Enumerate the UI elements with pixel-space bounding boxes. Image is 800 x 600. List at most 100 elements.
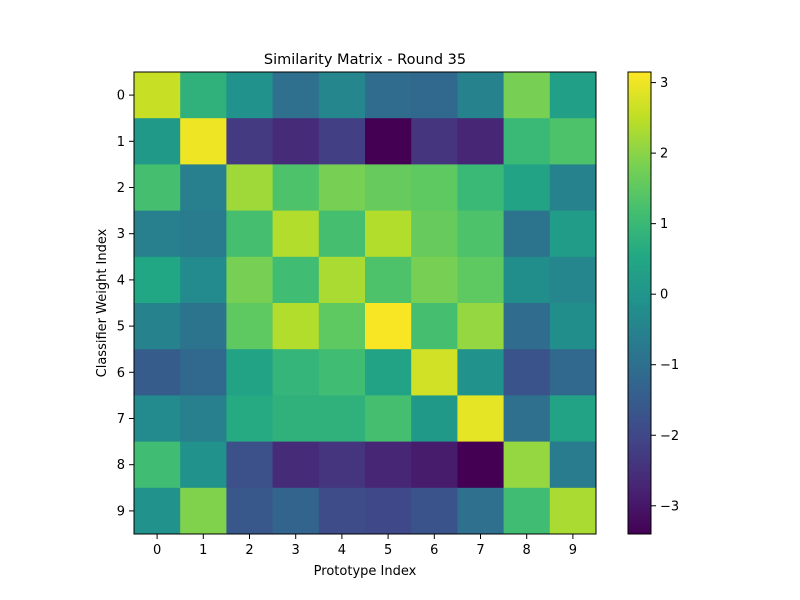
heatmap-cell-r7-c2 — [226, 395, 273, 442]
y-tick-label: 7 — [117, 412, 125, 427]
colorbar-tick-label: −2 — [660, 429, 679, 444]
heatmap-cell-r2-c1 — [180, 164, 227, 211]
x-tick-label: 2 — [245, 543, 253, 558]
colorbar-tick-label: 0 — [660, 288, 668, 303]
plot-frame — [133, 71, 597, 535]
heatmap-cell-r1-c5 — [365, 118, 412, 165]
heatmap-cell-r9-c1 — [180, 487, 227, 535]
heatmap-cell-r6-c1 — [180, 349, 227, 396]
heatmap-cell-r3-c2 — [226, 210, 273, 258]
heatmap-cell-r6-c5 — [365, 349, 412, 396]
heatmap-cell-r7-c4 — [318, 395, 366, 442]
heatmap-cell-r1-c0 — [134, 118, 181, 165]
colorbar-tick-label: 2 — [660, 147, 668, 162]
heatmap-cell-r1-c1 — [180, 118, 227, 165]
y-tick-label: 4 — [117, 273, 125, 288]
heatmap-cell-r9-c4 — [318, 487, 366, 535]
y-tick-label: 1 — [117, 135, 125, 150]
heatmap-cell-r4-c4 — [318, 256, 366, 304]
heatmap-cell-r0-c9 — [549, 72, 597, 119]
heatmap-cell-r6-c7 — [457, 349, 504, 396]
heatmap-cell-r6-c6 — [411, 349, 458, 396]
colorbar-tick-label: 1 — [660, 217, 668, 232]
heatmap-cell-r8-c1 — [180, 441, 227, 489]
y-tick-label: 3 — [117, 227, 125, 242]
heatmap-cell-r5-c9 — [549, 303, 597, 350]
heatmap-cell-r5-c4 — [318, 303, 366, 350]
heatmap-cell-r7-c7 — [457, 395, 504, 442]
heatmap-cell-r4-c5 — [365, 256, 412, 304]
heatmap-cell-r5-c0 — [134, 303, 181, 350]
heatmap-cell-r8-c5 — [365, 441, 412, 489]
heatmap-cell-r4-c3 — [272, 256, 320, 304]
heatmap-cell-r7-c5 — [365, 395, 412, 442]
x-axis-ticks: 0 1 2 3 4 5 6 7 8 9 — [153, 534, 577, 558]
heatmap-cell-r9-c2 — [226, 487, 273, 535]
heatmap-cell-r3-c9 — [549, 210, 597, 258]
heatmap-cell-r5-c8 — [503, 303, 551, 350]
heatmap-cell-r0-c4 — [318, 72, 366, 119]
heatmap-cell-r2-c3 — [272, 164, 320, 211]
heatmap-cell-r5-c7 — [457, 303, 504, 350]
colorbar-tick-label: 3 — [660, 76, 668, 91]
x-tick-label: 6 — [430, 543, 438, 558]
heatmap-cell-r7-c0 — [134, 395, 181, 442]
heatmap-cell-r3-c3 — [272, 210, 320, 258]
x-axis-label: Prototype Index — [314, 564, 417, 579]
heatmap-cell-r9-c6 — [411, 487, 458, 535]
heatmap-cell-r8-c4 — [318, 441, 366, 489]
heatmap-cell-r2-c4 — [318, 164, 366, 211]
heatmap-cell-r7-c3 — [272, 395, 320, 442]
heatmap-cell-r9-c5 — [365, 487, 412, 535]
x-tick-label: 7 — [476, 543, 484, 558]
heatmap-cell-r1-c7 — [457, 118, 504, 165]
y-axis-label: Classifier Weight Index — [95, 228, 110, 377]
heatmap-cell-r9-c0 — [134, 487, 181, 535]
heatmap-cell-r8-c6 — [411, 441, 458, 489]
chart-title: Similarity Matrix - Round 35 — [264, 52, 466, 68]
heatmap-cell-r5-c1 — [180, 303, 227, 350]
y-tick-label: 5 — [117, 320, 125, 335]
heatmap-cell-r0-c7 — [457, 72, 504, 119]
heatmap-cell-r6-c3 — [272, 349, 320, 396]
heatmap-cell-r9-c9 — [549, 487, 597, 535]
y-tick-label: 0 — [117, 89, 125, 104]
y-axis-ticks: 0 1 2 3 4 5 6 7 8 9 — [117, 89, 134, 519]
heatmap-cell-r0-c0 — [134, 72, 181, 119]
heatmap-cell-r0-c5 — [365, 72, 412, 119]
heatmap-cell-r8-c3 — [272, 441, 320, 489]
heatmap-cell-r8-c8 — [503, 441, 551, 489]
heatmap-cell-r2-c0 — [134, 164, 181, 211]
heatmap-cell-r4-c0 — [134, 256, 181, 304]
colorbar-tick-label: −1 — [660, 358, 679, 373]
heatmap-cell-r0-c2 — [226, 72, 273, 119]
heatmap-cell-r1-c9 — [549, 118, 597, 165]
heatmap-cell-r0-c3 — [272, 72, 320, 119]
heatmap-cell-r2-c5 — [365, 164, 412, 211]
y-tick-label: 6 — [117, 366, 125, 381]
heatmap-cell-r6-c8 — [503, 349, 551, 396]
x-tick-label: 0 — [153, 543, 161, 558]
x-tick-label: 9 — [569, 543, 577, 558]
heatmap-cell-r4-c9 — [549, 256, 597, 304]
heatmap-cell-r3-c5 — [365, 210, 412, 258]
colorbar — [627, 71, 652, 535]
heatmap-cell-r4-c7 — [457, 256, 504, 304]
x-tick-label: 5 — [384, 543, 392, 558]
heatmap-cell-r6-c0 — [134, 349, 181, 396]
heatmap-cell-r3-c4 — [318, 210, 366, 258]
y-tick-label: 9 — [117, 504, 125, 519]
y-tick-label: 2 — [117, 181, 125, 196]
heatmap-cell-r1-c8 — [503, 118, 551, 165]
heatmap-cell-r0-c1 — [180, 72, 227, 119]
heatmap-cell-r2-c2 — [226, 164, 273, 211]
heatmap-cell-r5-c3 — [272, 303, 320, 350]
x-tick-label: 1 — [199, 543, 207, 558]
heatmap-cell-r4-c2 — [226, 256, 273, 304]
heatmap-cell-r2-c7 — [457, 164, 504, 211]
heatmap-cell-r2-c9 — [549, 164, 597, 211]
heatmap-cell-r9-c3 — [272, 487, 320, 535]
heatmap-cell-r9-c7 — [457, 487, 504, 535]
heatmap-cell-r1-c2 — [226, 118, 273, 165]
heatmap-cell-r7-c9 — [549, 395, 597, 442]
